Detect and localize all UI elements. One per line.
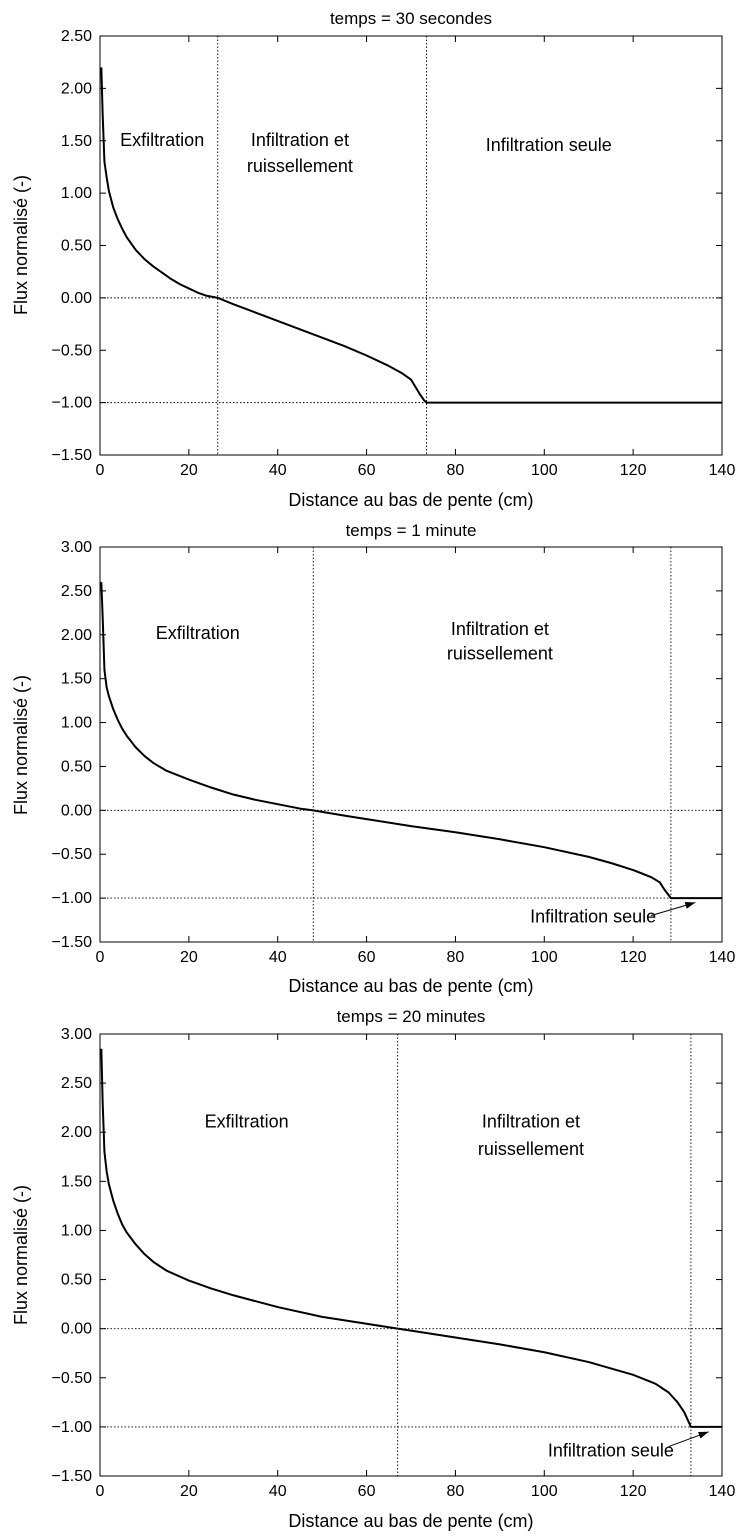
y-tick-label: 2.50 bbox=[61, 1075, 92, 1092]
x-tick-label: 40 bbox=[269, 462, 287, 479]
y-tick-label: −1.00 bbox=[52, 1419, 93, 1436]
x-tick-label: 80 bbox=[447, 949, 465, 966]
y-tick-label: −0.50 bbox=[52, 342, 93, 359]
x-tick-label: 60 bbox=[358, 462, 376, 479]
zone-annotation: ruissellement bbox=[247, 156, 353, 176]
chart-title: temps = 1 minute bbox=[346, 521, 477, 540]
y-tick-label: 3.00 bbox=[61, 539, 92, 556]
y-tick-label: 0.00 bbox=[61, 1321, 92, 1338]
chart-panel-1: temps = 30 secondes 0 20 40 60 80 100 120 140 −1.… bbox=[11, 9, 735, 510]
x-tick-label: 60 bbox=[358, 1483, 376, 1500]
zone-annotation: Infiltration et bbox=[482, 1111, 580, 1131]
chart-title: temps = 20 minutes bbox=[337, 1007, 486, 1026]
zone-annotation: Infiltration et bbox=[451, 619, 549, 639]
y-tick-label: −0.50 bbox=[52, 1370, 93, 1387]
y-tick-label: 2.00 bbox=[61, 1124, 92, 1141]
zone-annotation: Exfiltration bbox=[156, 623, 240, 643]
y-tick-label: −0.50 bbox=[52, 846, 93, 863]
x-tick-label: 100 bbox=[531, 1483, 558, 1500]
flux-curve bbox=[100, 67, 722, 404]
y-tick-label: −1.00 bbox=[52, 890, 93, 907]
y-tick-label: 1.50 bbox=[61, 133, 92, 150]
x-axis-label: Distance au bas de pente (cm) bbox=[288, 976, 533, 996]
y-axis-label: Flux normalisé (-) bbox=[11, 675, 31, 815]
x-tick-label: 120 bbox=[620, 949, 647, 966]
y-tick-label: 0.00 bbox=[61, 290, 92, 307]
x-tick-label: 40 bbox=[269, 949, 287, 966]
plot-frame bbox=[99, 1033, 723, 1477]
zone-annotation: Infiltration et bbox=[251, 130, 349, 150]
y-tick-label: −1.50 bbox=[52, 1468, 93, 1485]
y-tick-label: 2.00 bbox=[61, 627, 92, 644]
y-tick-label: 2.50 bbox=[61, 583, 92, 600]
y-tick-label: 1.50 bbox=[61, 1173, 92, 1190]
y-tick-label: −1.50 bbox=[52, 447, 93, 464]
plot-frame bbox=[99, 35, 723, 456]
x-tick-label: 80 bbox=[447, 1483, 465, 1500]
y-tick-label: 0.00 bbox=[61, 802, 92, 819]
arrow-head bbox=[698, 1431, 709, 1439]
x-tick-label: 100 bbox=[531, 949, 558, 966]
y-tick-label: −1.00 bbox=[52, 395, 93, 412]
zone-annotation: Infiltration seule bbox=[486, 135, 612, 155]
y-axis-label: Flux normalisé (-) bbox=[11, 175, 31, 315]
chart-title: temps = 30 secondes bbox=[330, 9, 492, 28]
x-tick-label: 0 bbox=[96, 1483, 105, 1500]
x-tick-label: 120 bbox=[620, 462, 647, 479]
x-tick-label: 120 bbox=[620, 1483, 647, 1500]
x-axis-label: Distance au bas de pente (cm) bbox=[288, 490, 533, 510]
y-tick-label: 0.50 bbox=[61, 758, 92, 775]
x-axis-label: Distance au bas de pente (cm) bbox=[288, 1511, 533, 1531]
x-tick-label: 60 bbox=[358, 949, 376, 966]
y-tick-label: 1.00 bbox=[61, 1222, 92, 1239]
y-tick-label: 0.50 bbox=[61, 238, 92, 255]
zone-annotation: Infiltration seule bbox=[530, 907, 656, 927]
y-tick-label: 2.50 bbox=[61, 28, 92, 45]
x-tick-label: 20 bbox=[180, 1483, 198, 1500]
x-tick-label: 100 bbox=[531, 462, 558, 479]
x-tick-label: 0 bbox=[96, 949, 105, 966]
chart-panel-3: temps = 20 minutes 0 20 40 60 80 100 120 140 −1.5… bbox=[11, 1007, 735, 1531]
zone-annotation: Exfiltration bbox=[205, 1111, 289, 1131]
y-axis-label: Flux normalisé (-) bbox=[11, 1185, 31, 1325]
zone-annotation: Exfiltration bbox=[120, 130, 204, 150]
x-tick-label: 80 bbox=[447, 462, 465, 479]
zone-annotation: ruissellement bbox=[478, 1139, 584, 1159]
x-tick-label: 40 bbox=[269, 1483, 287, 1500]
arrow-head bbox=[684, 901, 696, 909]
flux-curve bbox=[100, 582, 722, 900]
plot-frame bbox=[99, 546, 723, 943]
x-tick-label: 140 bbox=[709, 949, 736, 966]
x-tick-label: 20 bbox=[180, 462, 198, 479]
x-tick-label: 140 bbox=[709, 462, 736, 479]
zone-annotation: ruissellement bbox=[447, 643, 553, 663]
flux-curve bbox=[100, 1048, 722, 1428]
y-tick-label: 3.00 bbox=[61, 1026, 92, 1043]
zone-annotation: Infiltration seule bbox=[548, 1440, 674, 1460]
y-tick-label: 2.00 bbox=[61, 80, 92, 97]
y-tick-label: 1.50 bbox=[61, 671, 92, 688]
y-tick-label: 0.50 bbox=[61, 1272, 92, 1289]
x-tick-label: 140 bbox=[709, 1483, 736, 1500]
x-tick-label: 20 bbox=[180, 949, 198, 966]
x-tick-label: 0 bbox=[96, 462, 105, 479]
y-tick-label: 1.00 bbox=[61, 185, 92, 202]
y-tick-label: 1.00 bbox=[61, 715, 92, 732]
chart-panel-2: temps = 1 minute 0 20 40 60 80 100 120 140 −1.50 −… bbox=[11, 521, 735, 996]
y-tick-label: −1.50 bbox=[52, 934, 93, 951]
